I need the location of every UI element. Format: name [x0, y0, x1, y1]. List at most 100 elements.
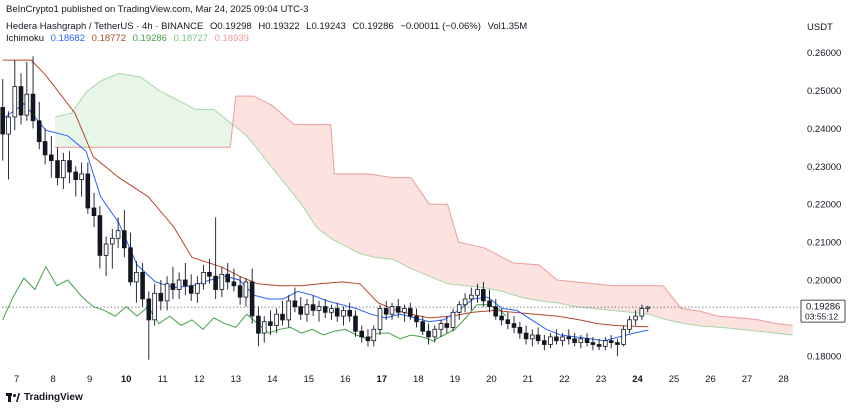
bullish-candle: [134, 271, 139, 283]
ohlc-low: L0.19243: [306, 21, 346, 32]
x-tick-label: 12: [194, 374, 205, 385]
y-tick-label: 0.25000: [807, 86, 841, 97]
bullish-candle: [560, 336, 565, 342]
bearish-candle: [237, 285, 243, 298]
bearish-candle: [383, 308, 389, 315]
bearish-candle: [213, 275, 218, 290]
x-tick-label: 11: [158, 374, 168, 385]
bearish-candle: [615, 342, 620, 345]
bearish-candle: [487, 300, 492, 307]
bearish-candle: [572, 338, 577, 343]
bullish-candle: [438, 323, 444, 330]
bullish-candle: [79, 173, 84, 180]
y-tick-label: 0.21000: [807, 238, 841, 249]
ohlc-open: O0.19298: [209, 21, 252, 32]
x-tick-label: 27: [742, 374, 753, 385]
ohlc-close: C0.19286: [352, 21, 394, 32]
bearish-candle: [365, 336, 371, 342]
bearish-candle: [280, 313, 285, 321]
y-tick-label: 0.18000: [807, 351, 841, 362]
bearish-candle: [55, 160, 60, 179]
bearish-candle: [590, 342, 596, 345]
x-tick-label: 13: [230, 374, 241, 385]
bearish-candle: [67, 160, 72, 173]
x-tick-label: 24: [632, 374, 643, 385]
bullish-candle: [627, 319, 632, 330]
bearish-candle: [225, 273, 231, 283]
bearish-candle: [85, 173, 91, 209]
leading-span-b-line: [55, 95, 793, 326]
bullish-candle: [261, 321, 267, 334]
last-price-box: [800, 299, 846, 323]
bearish-candle: [0, 107, 5, 135]
bullish-candle: [341, 309, 346, 317]
x-tick-label: 19: [450, 374, 461, 385]
bullish-candle: [195, 283, 200, 294]
bearish-candle: [523, 332, 529, 340]
bearish-candle: [608, 340, 614, 344]
bearish-candle: [73, 171, 79, 180]
symbol-legend: Hedera Hashgraph / TetherUS · 4h · BINAN…: [6, 21, 531, 32]
y-tick-label: 0.24000: [807, 124, 841, 135]
price-unit: USDT: [807, 22, 833, 33]
bullish-candle: [103, 243, 109, 256]
base-line: [2, 59, 649, 328]
bearish-candle: [426, 330, 431, 338]
publish-info: BeInCrypto1 published on TradingView.com…: [6, 4, 309, 15]
lagging-value: 0.19286: [132, 33, 167, 44]
x-tick-label: 25: [669, 374, 680, 385]
bullish-candle: [219, 273, 225, 290]
bearish-candle: [407, 308, 413, 317]
bullish-candle: [639, 308, 645, 317]
bullish-candle: [530, 334, 535, 340]
bearish-candle: [256, 315, 261, 334]
bearish-candle: [207, 271, 212, 277]
bullish-candle: [61, 160, 66, 179]
x-tick-label: 26: [705, 374, 716, 385]
bullish-cloud: [55, 73, 234, 148]
bearish-candle: [298, 306, 303, 315]
bearish-candle: [146, 298, 152, 321]
bearish-candle: [140, 271, 145, 300]
x-tick-label: 17: [377, 374, 388, 385]
bearish-candle: [49, 154, 54, 161]
y-tick-label: 0.23000: [807, 162, 841, 173]
tradingview-icon: [6, 393, 20, 402]
indicator-legend: Ichimoku 0.18682 0.18772 0.19286 0.18727…: [6, 33, 253, 44]
indicator-name[interactable]: Ichimoku: [6, 33, 45, 44]
bullish-candle: [456, 304, 462, 313]
bullish-candle: [201, 271, 206, 285]
bullish-candle: [462, 298, 468, 306]
x-tick-label: 28: [778, 374, 789, 385]
bullish-candle: [633, 315, 638, 321]
bearish-candle: [584, 338, 590, 343]
bearish-candle: [188, 285, 194, 294]
bearish-candle: [322, 306, 328, 313]
x-tick-label: 9: [87, 374, 92, 385]
x-tick-label: 18: [413, 374, 424, 385]
bearish-candle: [359, 330, 364, 338]
symbol-name[interactable]: Hedera Hashgraph / TetherUS · 4h · BINAN…: [6, 21, 204, 32]
bearish-candle: [444, 323, 450, 328]
bearish-candle: [542, 340, 547, 345]
bullish-candle: [432, 328, 438, 338]
last-price-value: 0.19286: [806, 302, 840, 313]
x-tick-label: 23: [596, 374, 607, 385]
y-tick-label: 0.22000: [807, 200, 841, 211]
bearish-candle: [480, 289, 486, 302]
bullish-candle: [152, 292, 157, 321]
bearish-candle: [182, 279, 188, 287]
y-tick-label: 0.26000: [807, 48, 841, 59]
tradingview-logo[interactable]: TradingView: [6, 392, 83, 403]
bearish-candle: [292, 300, 298, 307]
bullish-candle: [6, 116, 11, 135]
bullish-candle: [371, 328, 377, 342]
bullish-candle: [450, 311, 456, 328]
bearish-candle: [231, 281, 237, 287]
y-tick-label: 0.20000: [807, 276, 841, 287]
bullish-candle: [329, 308, 334, 313]
price-chart[interactable]: 0.180000.190000.200000.210000.220000.230…: [0, 0, 850, 388]
bullish-candle: [164, 283, 170, 302]
bearish-candle: [499, 315, 504, 321]
